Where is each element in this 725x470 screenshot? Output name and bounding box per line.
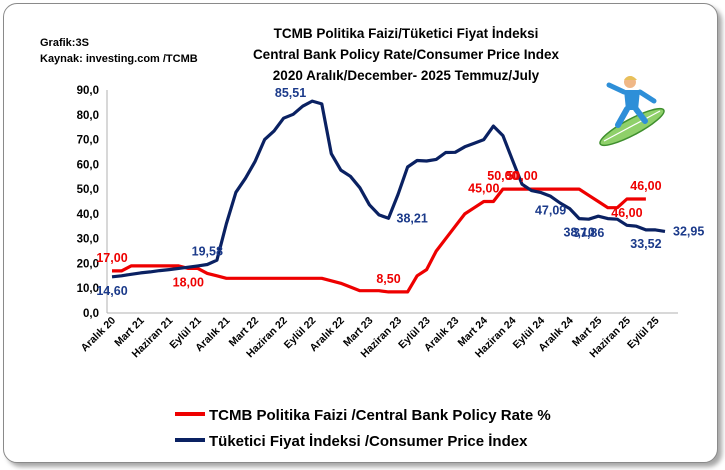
data-label-cpi: 37,86 — [573, 226, 604, 240]
data-label-policy-rate: 46,00 — [630, 179, 661, 193]
data-label-cpi: 32,95 — [673, 224, 704, 238]
data-label-policy-rate: 46,00 — [611, 206, 642, 220]
data-label-cpi: 47,09 — [535, 203, 566, 217]
y-tick-labels: 0,0 10,0 20,0 30,0 40,0 50,0 60,0 70,0 80,0 90,0 — [77, 85, 99, 320]
data-label-policy-rate: 50,00 — [487, 169, 518, 183]
axes — [106, 90, 678, 314]
chart-title-line-2: Central Bank Policy Rate/Consumer Price … — [253, 47, 560, 62]
legend-label-policy-rate: TCMB Politika Faizi /Central Bank Policy… — [209, 407, 551, 424]
chart-frame — [3, 3, 718, 463]
series-line-cpi — [111, 99, 666, 279]
y-tick-label: 70,0 — [77, 135, 99, 147]
data-label-policy-rate: 8,50 — [376, 272, 400, 286]
y-tick-label: 60,0 — [77, 159, 99, 171]
y-tick-label: 90,0 — [77, 85, 99, 97]
data-label-policy-rate: 45,00 — [468, 182, 499, 196]
data-label-cpi: 85,51 — [275, 86, 306, 100]
y-tick-label: 40,0 — [77, 209, 99, 221]
surfer-icon — [599, 76, 665, 147]
info-chart-id: Grafik:3S — [40, 37, 89, 49]
y-tick-label: 10,0 — [77, 283, 99, 295]
y-tick-label: 80,0 — [77, 110, 99, 122]
legend: TCMB Politika Faizi /Central Bank Policy… — [175, 407, 551, 450]
chart-title-line-3: 2020 Aralık/December- 2025 Temmuz/July — [273, 68, 540, 83]
y-tick-label: 50,0 — [77, 184, 99, 196]
data-label-policy-rate: 18,00 — [173, 275, 204, 289]
y-tick-label: 30,0 — [77, 234, 99, 246]
data-label-cpi: 38,21 — [397, 211, 428, 225]
data-label-policy-rate: 50,00 — [506, 169, 537, 183]
y-tick-label: 20,0 — [77, 258, 99, 270]
x-tick-label: Eylül 25 — [625, 315, 662, 352]
x-tick-label: Aralık 20 — [79, 315, 119, 355]
legend-label-cpi: Tüketici Fiyat İndeksi /Consumer Price İ… — [209, 433, 528, 450]
data-label-policy-rate: 17,00 — [96, 251, 127, 265]
info-source: Kaynak: investing.com /TCMB — [40, 53, 198, 65]
series-line-policy-rate — [112, 187, 646, 294]
series-lines — [111, 99, 666, 294]
data-label-cpi: 19,58 — [192, 245, 223, 259]
y-tick-label: 0,0 — [83, 308, 99, 320]
data-label-cpi: 33,52 — [630, 237, 661, 251]
chart-title-line-1: TCMB Politika Faizi/Tüketici Fiyat İndek… — [274, 26, 539, 41]
data-label-cpi: 14,60 — [96, 284, 127, 298]
data-label-cpi: 38,10 — [564, 226, 595, 240]
